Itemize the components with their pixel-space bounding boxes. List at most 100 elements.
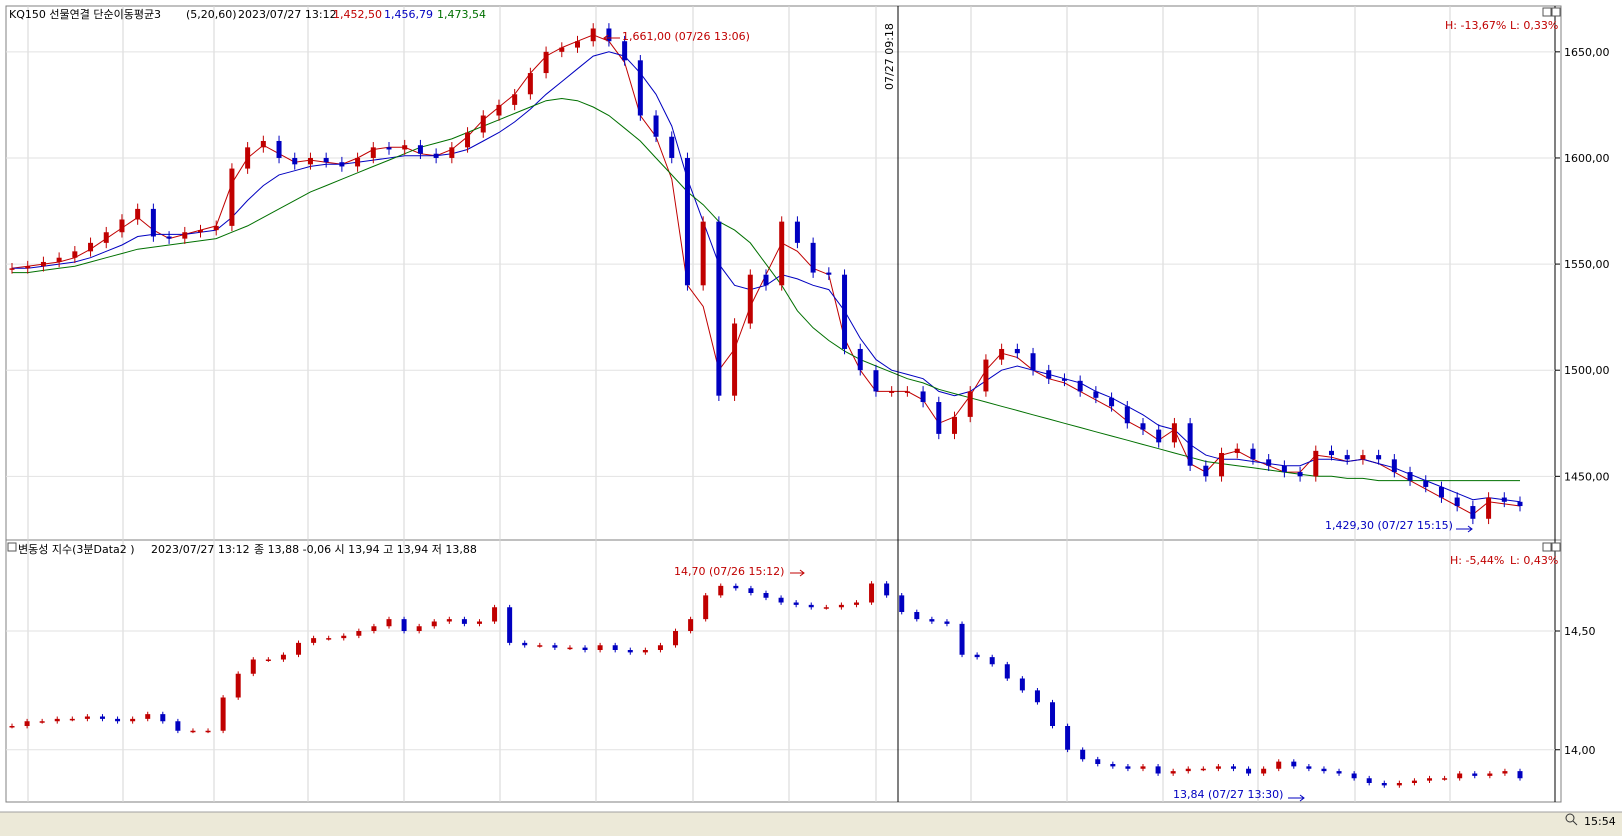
candle-body	[433, 153, 439, 158]
candle-body	[1517, 771, 1523, 779]
candle-body	[1140, 766, 1146, 769]
candle-body	[213, 225, 219, 231]
candle-body	[1261, 768, 1267, 774]
volatility-panel[interactable]	[5, 539, 1562, 803]
volatility-high-pct: H: -5,44%	[1450, 554, 1504, 567]
candle-body	[1004, 664, 1010, 679]
candle-body	[842, 274, 848, 349]
volatility-panel-header: 변동성 지수(3분Data2 ) 2023/07/27 13:12 종 13,8…	[7, 542, 1561, 567]
candle-body	[1200, 768, 1206, 771]
candle-body	[1077, 380, 1083, 392]
candle-body	[198, 230, 203, 233]
candle-body	[778, 597, 784, 603]
candle-body	[869, 583, 875, 603]
candle-body	[732, 323, 738, 396]
volatility-high-annotation: 14,70 (07/26 15:12)	[674, 565, 784, 578]
status-bar	[0, 812, 1622, 836]
candle-body	[88, 242, 94, 252]
candle-body	[575, 41, 580, 48]
candle-body	[920, 391, 926, 403]
candle-body	[386, 619, 392, 627]
candle-body	[1185, 768, 1191, 772]
candle-body	[606, 28, 612, 42]
candle-body	[496, 104, 502, 116]
candle-body	[229, 168, 235, 226]
candle-body	[9, 268, 15, 270]
candle-body	[72, 251, 78, 258]
candle-body	[145, 714, 151, 719]
panel-close-button[interactable]	[1551, 7, 1561, 17]
candle-body	[245, 147, 251, 169]
panel-toggle-icon[interactable]	[7, 542, 17, 552]
candle-body	[1376, 455, 1382, 460]
candle-body	[889, 391, 895, 393]
candle-body	[1276, 761, 1282, 769]
candle-body	[826, 272, 832, 275]
crosshair-time-label: 07/27 09:18	[883, 23, 896, 90]
price-low-arrow-icon	[1456, 525, 1473, 533]
candle-body	[1502, 771, 1508, 774]
candle-body	[1517, 501, 1523, 507]
candle-body	[370, 147, 376, 158]
candle-body	[150, 208, 156, 237]
candle-body	[235, 673, 241, 698]
candle-body	[810, 242, 816, 273]
candle-body	[952, 416, 957, 434]
candle-body	[1329, 450, 1334, 456]
candle-body	[1396, 783, 1402, 786]
candle-body	[794, 221, 800, 243]
candle-body	[1250, 448, 1256, 460]
y-tick-label: 1550,00	[1564, 258, 1610, 271]
candle-body	[56, 257, 62, 262]
candle-body	[899, 595, 905, 612]
candle-body	[1061, 378, 1067, 381]
candle-body	[1171, 423, 1177, 443]
candle-body	[1203, 465, 1209, 477]
candle-body	[838, 604, 844, 608]
candle-body	[1110, 764, 1116, 767]
candle-body	[1306, 766, 1312, 769]
candle-body	[733, 585, 739, 589]
y-tick-label: 1450,00	[1564, 470, 1610, 483]
candle-body	[1411, 780, 1417, 783]
candle-body	[1336, 771, 1342, 774]
candle-body	[1155, 766, 1161, 774]
candle-body	[627, 650, 633, 653]
candle-body	[205, 730, 211, 733]
ma5-value: 1,452,50	[333, 8, 382, 21]
price-panel-timestamp: 2023/07/27 13:12	[238, 8, 337, 21]
candle-body	[416, 626, 422, 631]
volatility-candles	[9, 581, 1523, 788]
candle-body	[339, 162, 345, 167]
candle-body	[967, 391, 973, 417]
panel-maximize-button[interactable]	[1542, 7, 1552, 17]
candle-body	[24, 721, 30, 726]
candle-body	[718, 585, 724, 596]
panel-maximize-button-2[interactable]	[1542, 542, 1552, 552]
candle-body	[292, 157, 298, 165]
candle-body	[763, 274, 769, 286]
candle-body	[808, 604, 814, 608]
candle-body	[512, 94, 518, 105]
y-tick-label: 1650,00	[1564, 46, 1610, 59]
candle-body	[119, 219, 125, 233]
candle-body	[1187, 423, 1193, 466]
magnifier-icon[interactable]	[1565, 813, 1578, 826]
price-panel-header: KQ150 선물연결 단순이동평균3 (5,20,60) 2023/07/27 …	[9, 7, 1561, 32]
candle-body	[135, 208, 141, 220]
volatility-panel-ohlc: 종 13,88 -0,06 시 13,94 고 13,94 저 13,88	[254, 543, 477, 556]
candle-body	[1050, 702, 1056, 726]
panel-close-button-2[interactable]	[1551, 542, 1561, 552]
candle-body	[612, 645, 618, 650]
candle-body	[1381, 783, 1387, 786]
candle-body	[1215, 766, 1221, 769]
candle-body	[853, 602, 859, 605]
candle-body	[622, 41, 628, 61]
candle-body	[355, 157, 361, 167]
candle-body	[1427, 778, 1433, 781]
candle-body	[1046, 370, 1052, 379]
candle-body	[480, 115, 486, 133]
candle-body	[25, 266, 31, 269]
candle-body	[582, 647, 588, 650]
